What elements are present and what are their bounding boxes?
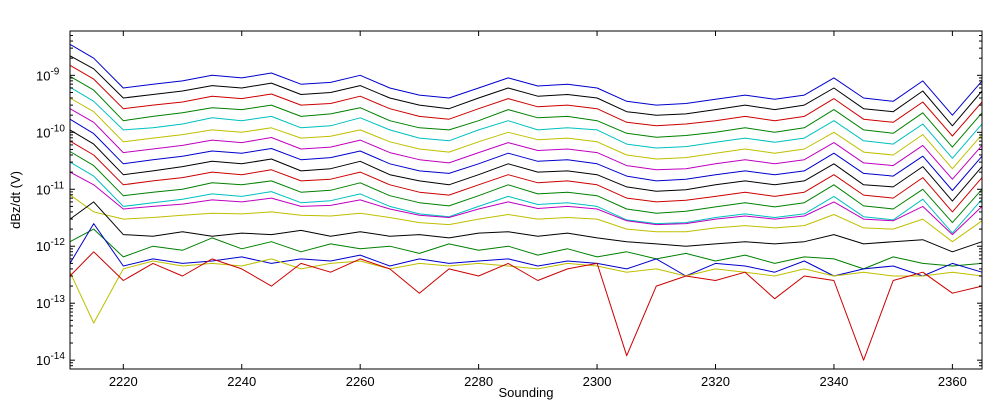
series-line-8 xyxy=(69,118,983,191)
x-tick-label: 2320 xyxy=(701,374,730,389)
series-line-3 xyxy=(69,64,983,137)
y-tick-label: 10-13 xyxy=(36,294,65,311)
y-axis: 10-14 10-13 10-12 10-11 10-10 10-9 xyxy=(36,35,982,370)
y-tick-label: 10-12 xyxy=(36,237,65,254)
y-tick-label: 10-14 xyxy=(36,351,65,368)
series-line-15 xyxy=(69,201,983,253)
y-tick-label: 10-10 xyxy=(36,123,65,140)
x-tick-label: 2240 xyxy=(227,374,256,389)
series-line-11 xyxy=(69,151,983,224)
x-tick-label: 2260 xyxy=(346,374,375,389)
x-axis-title: Sounding xyxy=(499,385,554,400)
x-tick-label: 2360 xyxy=(938,374,967,389)
series-line-6 xyxy=(69,97,983,170)
series-line-9 xyxy=(69,129,983,202)
x-tick-label: 2300 xyxy=(583,374,612,389)
series-line-16 xyxy=(69,228,983,270)
series-line-7 xyxy=(69,108,983,180)
series-line-4 xyxy=(69,75,983,148)
x-tick-label: 2280 xyxy=(464,374,493,389)
series-line-19 xyxy=(69,251,983,361)
series-line-1 xyxy=(69,43,983,116)
x-tick-label: 2340 xyxy=(819,374,848,389)
series-line-18 xyxy=(69,258,983,324)
x-tick-label: 2220 xyxy=(109,374,138,389)
series-line-12 xyxy=(69,161,983,234)
series-line-14 xyxy=(69,194,983,243)
y-tick-label: 10-9 xyxy=(36,66,60,83)
series-line-5 xyxy=(69,86,983,159)
series-line-2 xyxy=(69,55,983,127)
y-tick-label: 10-11 xyxy=(36,180,65,197)
x-axis: 2220 2240 2260 2280 2300 2320 2340 2360 xyxy=(109,31,967,389)
plot-frame xyxy=(69,30,983,370)
y-axis-title: dBz/dt (V) xyxy=(8,171,23,229)
series-lines xyxy=(69,43,983,361)
series-line-10 xyxy=(69,140,983,213)
series-line-13 xyxy=(69,171,983,236)
